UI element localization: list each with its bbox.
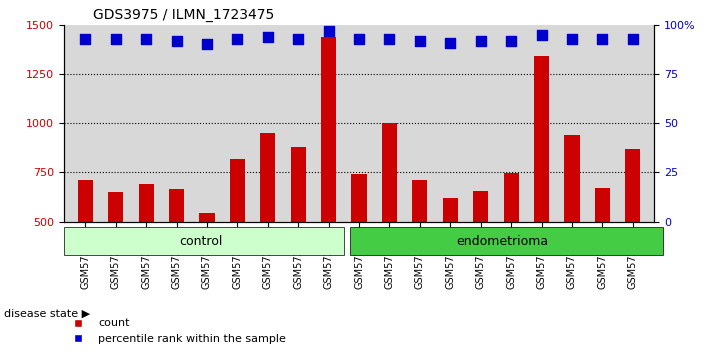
Text: disease state ▶: disease state ▶ (4, 308, 90, 318)
Point (201, 42, 213, 47)
Bar (169, 189, 184, 320)
Point (444, 40, 456, 45)
Bar (260, 133, 275, 320)
Point (353, 36, 365, 41)
Point (506, 38, 517, 44)
Point (475, 38, 486, 44)
Bar (473, 191, 488, 320)
Bar (77, 180, 93, 320)
Point (384, 36, 395, 41)
Point (110, 36, 122, 41)
Text: control: control (179, 235, 223, 247)
Bar (595, 188, 610, 320)
Text: GDS3975 / ILMN_1723475: GDS3975 / ILMN_1723475 (94, 8, 274, 22)
Bar (291, 147, 306, 320)
Point (627, 36, 638, 41)
FancyBboxPatch shape (350, 227, 663, 255)
Bar (565, 135, 579, 320)
Bar (503, 173, 519, 320)
Point (536, 32, 547, 38)
Point (232, 36, 243, 41)
Point (171, 38, 182, 44)
Bar (351, 175, 367, 320)
Bar (443, 198, 458, 320)
Bar (382, 123, 397, 320)
Bar (199, 213, 215, 320)
Point (80, 36, 91, 41)
Bar (412, 180, 427, 320)
Bar (108, 192, 123, 320)
Point (262, 34, 274, 39)
Point (415, 38, 426, 44)
Bar (534, 56, 549, 320)
Text: endometrioma: endometrioma (456, 235, 548, 247)
Bar (230, 159, 245, 320)
Point (597, 36, 608, 41)
Bar (321, 36, 336, 320)
Point (292, 36, 304, 41)
Bar (625, 149, 641, 320)
FancyBboxPatch shape (64, 227, 344, 255)
Point (141, 36, 152, 41)
Point (323, 28, 334, 34)
Point (566, 36, 577, 41)
Legend: count, percentile rank within the sample: count, percentile rank within the sample (63, 314, 290, 348)
Bar (139, 184, 154, 320)
